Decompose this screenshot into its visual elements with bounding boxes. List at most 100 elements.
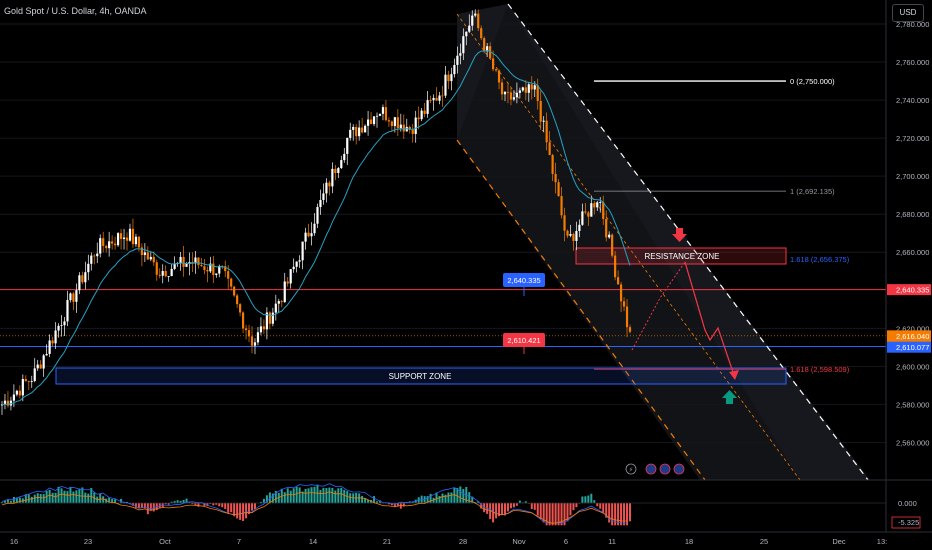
price-tick-label: 2,760.000 [896, 58, 929, 67]
fibonacci-levels[interactable]: 0 (2,750.000) 1 (2,692.135) 1.618 (2,656.3… [594, 77, 850, 374]
candle-body [497, 70, 501, 83]
candle-body [465, 31, 468, 37]
candle-body [536, 85, 539, 101]
oscillator-bar [301, 491, 304, 504]
oscillator-bar [402, 503, 405, 507]
oscillator-bar [102, 496, 105, 504]
time-tick-label: 28 [459, 537, 467, 546]
candle-body [236, 295, 239, 305]
lightning-icon[interactable] [625, 463, 637, 475]
projection-arrowhead [729, 370, 739, 380]
candle-body [515, 92, 519, 98]
time-tick-label: 7 [237, 537, 241, 546]
oscillator-bar [512, 503, 515, 508]
oscillator-bar [295, 486, 298, 504]
svg-text:⚡: ⚡ [629, 466, 634, 474]
candle-body [622, 301, 626, 307]
oscillator-bar [614, 503, 617, 526]
candle-body [319, 199, 322, 208]
candle-body [164, 270, 167, 277]
oscillator-bar [3, 500, 6, 504]
candle-body [30, 381, 33, 382]
oscillator-bar [477, 501, 480, 504]
oscillator-bar [331, 487, 334, 504]
channel-upper-line[interactable] [507, 3, 869, 481]
price-axis[interactable] [886, 0, 932, 532]
candle-body [289, 269, 292, 284]
candle-body [340, 160, 343, 169]
flag-icon[interactable] [645, 463, 657, 475]
candle-body [227, 271, 230, 279]
oscillator-bar [447, 492, 450, 504]
channel-lower-line[interactable] [456, 139, 706, 481]
support-zone[interactable] [55, 367, 787, 385]
candle-body [366, 119, 370, 126]
price-badge [887, 341, 931, 353]
candle-body [280, 301, 283, 303]
candle-body [12, 394, 16, 401]
candle-body [51, 340, 54, 344]
candle-body [197, 257, 200, 266]
oscillator-bar [393, 503, 396, 507]
oscillator-bar [376, 501, 379, 504]
oscillator-bar [587, 495, 590, 504]
flag-icon[interactable] [673, 463, 685, 475]
oscillator-bar [230, 503, 233, 513]
oscillator-bar [310, 487, 313, 504]
fib-label: 0 (2,750.000) [790, 77, 835, 86]
time-axis[interactable]: 16 23 Oct 7 14 21 28 Nov 6 11 18 25 Dec 13: [10, 537, 887, 546]
tag-red-text: 2,610.421 [507, 336, 540, 345]
oscillator-bar [599, 503, 602, 509]
oscillator-bar [236, 503, 239, 519]
candle-body [533, 85, 536, 90]
candle-body [375, 115, 379, 117]
candle-body [420, 110, 423, 120]
oscillator-bar [239, 503, 242, 520]
oscillator-bar [87, 493, 90, 504]
candle-body [411, 129, 414, 134]
candle-body [509, 92, 513, 100]
oscillator-bar [242, 503, 245, 521]
oscillator-bar [337, 488, 340, 504]
oscillator-bar [259, 501, 262, 504]
candle-body [331, 168, 334, 187]
candle-body [149, 256, 152, 260]
flag-icon[interactable] [659, 463, 671, 475]
oscillator-bar [42, 494, 45, 504]
candle-body [194, 257, 197, 264]
candle-body [111, 241, 114, 244]
candle-body [131, 228, 135, 245]
oscillator-bar [149, 503, 152, 511]
candle-body [152, 256, 155, 263]
candle-body [349, 129, 352, 138]
candle-body [599, 202, 602, 203]
candle-body [161, 270, 164, 276]
oscillator-bar [349, 493, 352, 504]
price-tick-label: 2,680.000 [896, 210, 929, 219]
event-icons[interactable]: ⚡ [625, 463, 685, 475]
oscillator-bar [623, 503, 626, 526]
oscillator-bar [251, 503, 254, 511]
oscillator-bar [265, 495, 268, 504]
oscillator-bar [492, 503, 495, 523]
oscillator-bar [75, 490, 78, 504]
channel-mid-line[interactable] [456, 13, 801, 481]
currency-button[interactable]: USD [892, 4, 924, 22]
candle-body [66, 300, 69, 322]
oscillator-bar [557, 503, 560, 526]
candle-body [477, 13, 480, 29]
price-tick-label: 2,560.000 [896, 438, 929, 447]
oscillator-axis: 0.000 -5.325 [891, 499, 921, 529]
oscillator-bar [605, 503, 608, 518]
oscillator-bar [506, 503, 509, 512]
candle-body [578, 224, 581, 232]
oscillator-bar [173, 501, 176, 504]
symbol-header[interactable]: Gold Spot / U.S. Dollar, 4h, OANDA [4, 6, 147, 16]
oscillator-bar [209, 503, 212, 504]
time-tick-label: 23 [84, 537, 92, 546]
oscillator-bar [108, 497, 111, 504]
time-tick-label: 13: [877, 537, 887, 546]
candle-body [87, 263, 90, 273]
oscillator-bar [176, 500, 179, 504]
